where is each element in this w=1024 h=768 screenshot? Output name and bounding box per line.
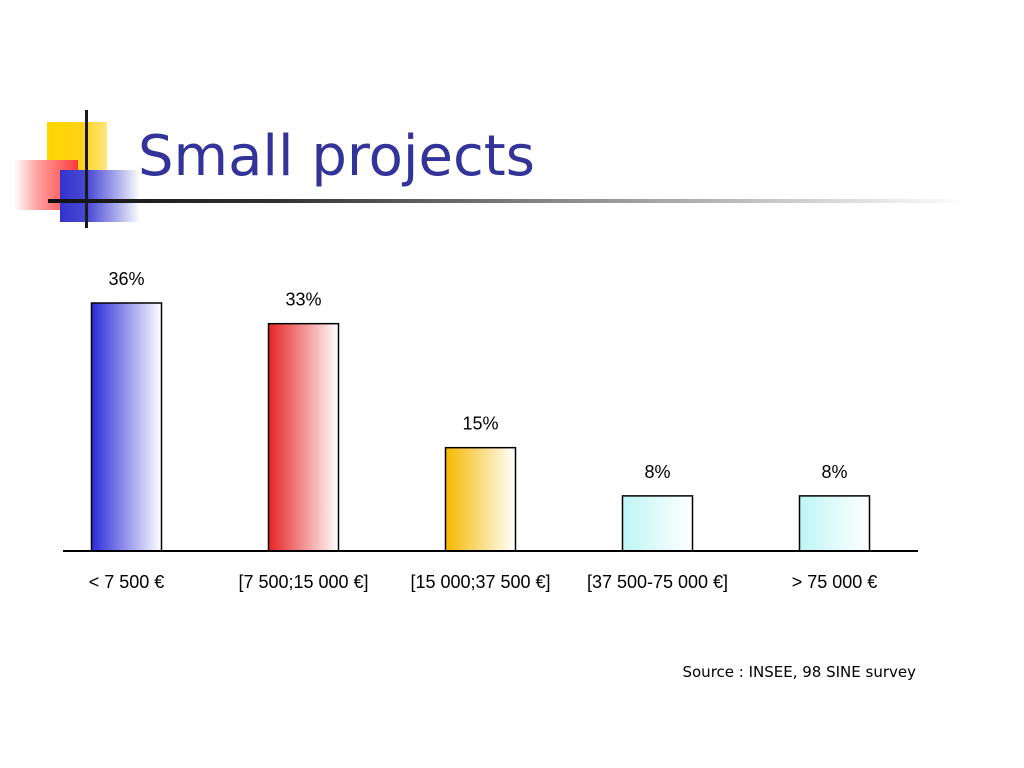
category-label-5: > 75 000 € bbox=[792, 572, 878, 592]
data-label-5: 8% bbox=[821, 462, 847, 482]
labels-group: 36% < 7 500 € 33% [7 500;15 000 €] 15% [15 00… bbox=[89, 269, 878, 592]
bar-5 bbox=[798, 495, 871, 552]
source-note: Source : INSEE, 98 SINE survey bbox=[682, 663, 916, 681]
bar-3 bbox=[444, 446, 517, 552]
category-label-1: < 7 500 € bbox=[89, 572, 165, 592]
slide-title: Small projects bbox=[138, 124, 535, 189]
category-label-4: [37 500-75 000 €] bbox=[587, 572, 728, 592]
data-label-1: 36% bbox=[108, 269, 144, 289]
data-label-3: 15% bbox=[462, 414, 498, 434]
decor-blue-square bbox=[60, 170, 140, 222]
bar-4 bbox=[621, 495, 694, 552]
data-label-4: 8% bbox=[644, 462, 670, 482]
data-label-2: 33% bbox=[285, 290, 321, 310]
bar-2 bbox=[267, 322, 340, 552]
bar-1 bbox=[90, 302, 163, 552]
decor-vertical-rule bbox=[85, 110, 88, 228]
bars-group bbox=[90, 302, 871, 552]
title-underline bbox=[48, 199, 968, 203]
category-label-2: [7 500;15 000 €] bbox=[238, 572, 368, 592]
category-label-3: [15 000;37 500 €] bbox=[410, 572, 550, 592]
